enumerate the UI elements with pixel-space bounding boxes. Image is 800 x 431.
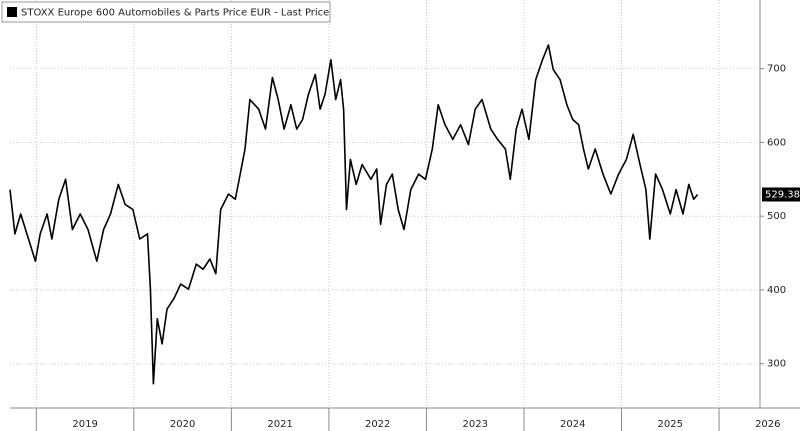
legend-box [1, 1, 331, 23]
x-tick-label: 2026 [755, 419, 780, 430]
x-tick-label: 2024 [560, 419, 585, 430]
y-tick-label: 400 [767, 285, 786, 296]
legend-swatch [7, 7, 17, 17]
x-tick-label: 2025 [658, 419, 683, 430]
y-tick-label: 300 [767, 359, 786, 370]
price-line [9, 44, 699, 385]
last-price-label: 529.38 [765, 189, 800, 200]
x-tick-label: 2022 [365, 419, 390, 430]
x-tick-label: 2021 [267, 419, 292, 430]
x-tick-label: 2023 [462, 419, 487, 430]
legend-label: STOXX Europe 600 Automobiles & Parts Pri… [21, 8, 329, 19]
y-tick-label: 700 [767, 64, 786, 75]
last-price-box [762, 187, 800, 202]
y-tick-label: 600 [767, 137, 786, 148]
x-tick-label: 2020 [170, 419, 195, 430]
legend: STOXX Europe 600 Automobiles & Parts Pri… [1, 1, 331, 23]
y-tick-label: 500 [767, 211, 786, 222]
x-tick-label: 2019 [72, 419, 97, 430]
